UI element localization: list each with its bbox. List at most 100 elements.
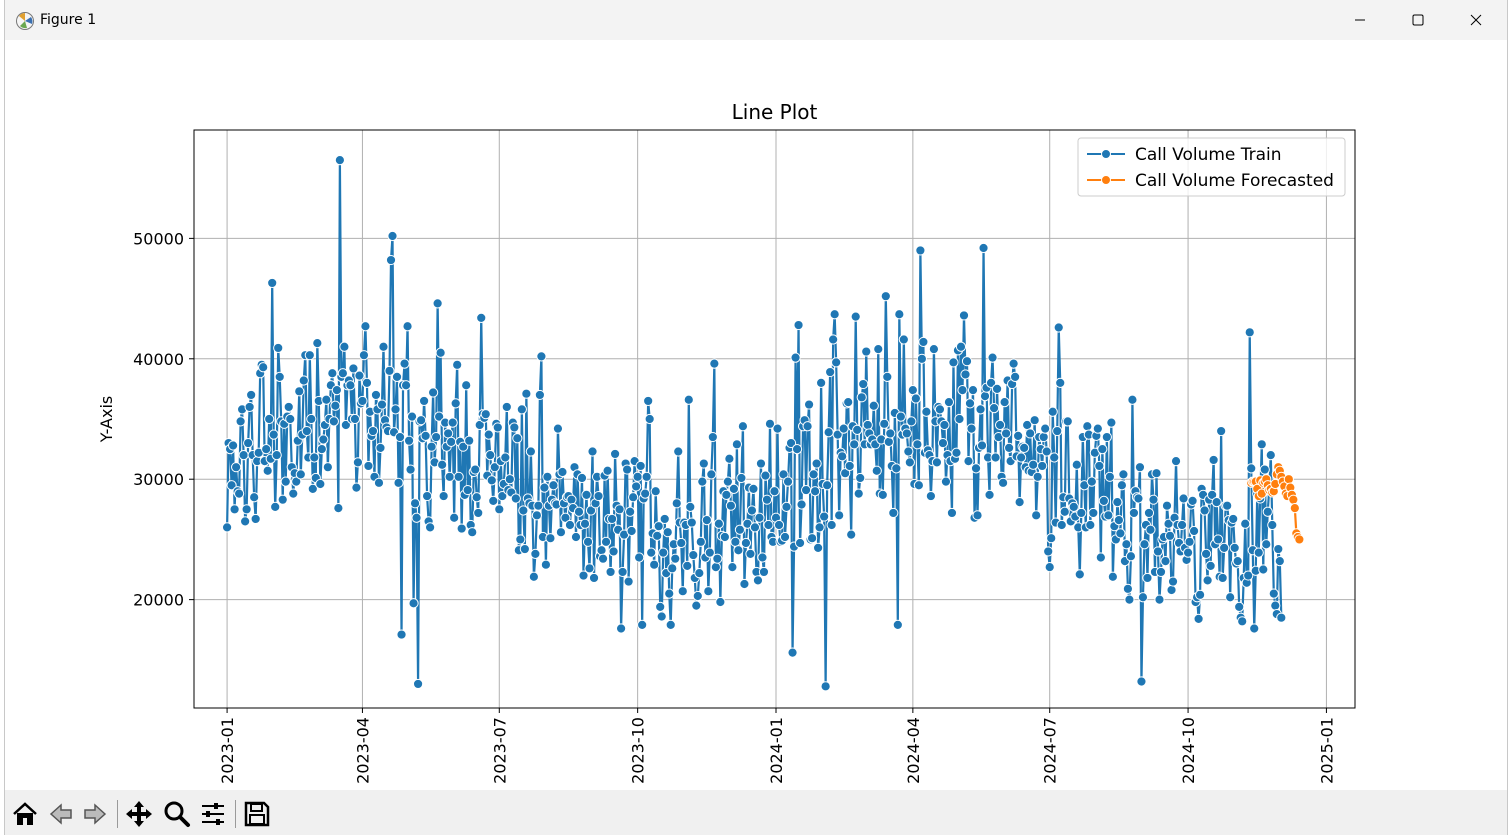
y-tick-label: 50000: [133, 229, 184, 248]
data-point-train: [943, 397, 955, 408]
data-point-train: [497, 490, 508, 502]
data-point-train: [913, 480, 924, 491]
data-point-train: [1270, 600, 1281, 611]
data-point-train: [1195, 589, 1206, 600]
data-point-train: [763, 519, 774, 531]
data-point-train: [1256, 439, 1267, 450]
data-point-train: [964, 398, 976, 409]
data-point-train: [834, 510, 845, 521]
data-point-train: [1041, 446, 1052, 457]
save-button[interactable]: [241, 798, 273, 830]
data-point-train: [500, 452, 511, 463]
data-point-train: [370, 389, 382, 401]
data-point-train: [683, 394, 694, 405]
data-point-train: [706, 469, 717, 480]
title-bar[interactable]: Figure 1: [5, 0, 1507, 40]
data-point-train: [327, 368, 338, 379]
configure-button[interactable]: [197, 798, 229, 830]
x-tick-label: 2023-04: [353, 717, 372, 784]
data-point-train: [994, 419, 1006, 431]
data-point-train: [623, 576, 634, 587]
data-point-train: [280, 476, 291, 487]
data-point-train: [803, 399, 815, 410]
data-point-train: [1044, 562, 1055, 573]
line-plot: 2023-01 2023-04 2023-07 2023-10 2024-01 2024-…: [97, 100, 1356, 784]
data-point-train: [907, 385, 918, 396]
data-point-train: [228, 440, 239, 451]
data-point-train: [1259, 464, 1270, 475]
forward-icon: [84, 803, 107, 825]
maximize-button[interactable]: [1389, 0, 1447, 40]
zoom-button[interactable]: [161, 798, 193, 830]
data-point-train: [1155, 566, 1167, 578]
data-point-train: [828, 334, 839, 345]
data-point-train: [787, 647, 798, 658]
data-point-train: [877, 489, 888, 500]
data-point-train: [609, 448, 621, 460]
minimize-button[interactable]: [1331, 0, 1389, 40]
data-point-train: [1128, 507, 1140, 519]
data-point-train: [858, 378, 869, 390]
data-point-train: [764, 418, 776, 429]
data-point-train: [1229, 542, 1240, 553]
data-point-train: [967, 385, 979, 396]
data-point-train: [698, 458, 709, 469]
data-point-train: [731, 439, 743, 450]
data-point-forecast: [1288, 494, 1299, 505]
data-point-train: [593, 490, 604, 502]
data-point-train: [644, 413, 655, 425]
data-point-train: [670, 553, 681, 564]
data-point-train: [715, 596, 726, 608]
pan-button[interactable]: [123, 798, 155, 830]
data-point-train: [626, 525, 637, 537]
data-point-train: [701, 515, 712, 526]
data-point-train: [521, 388, 532, 399]
data-point-train: [1086, 476, 1097, 487]
data-point-train: [403, 435, 415, 446]
data-point-train: [570, 531, 582, 543]
data-point-train: [901, 428, 912, 439]
data-point-train: [829, 309, 840, 320]
data-point-train: [1152, 546, 1164, 557]
home-button[interactable]: [9, 798, 41, 830]
data-point-train: [1170, 456, 1182, 467]
legend-marker-forecast: [1101, 175, 1111, 185]
data-point-train: [418, 395, 430, 407]
data-point-train: [1103, 510, 1114, 521]
data-point-train: [1201, 548, 1212, 559]
data-point-train: [605, 566, 616, 578]
x-tick-label: 2024-07: [1041, 717, 1060, 784]
data-point-train: [1211, 496, 1222, 508]
data-point-train: [530, 548, 541, 559]
data-point-train: [673, 446, 684, 457]
close-icon: [1470, 14, 1482, 26]
data-point-train: [235, 416, 246, 427]
data-point-train: [1107, 571, 1118, 582]
data-point-train: [757, 552, 768, 563]
legend-marker-train: [1101, 149, 1111, 159]
data-point-train: [1237, 616, 1248, 627]
data-point-train: [361, 377, 373, 388]
data-point-train: [1208, 454, 1219, 466]
data-point-train: [564, 519, 576, 531]
data-point-train: [354, 370, 365, 381]
data-point-train: [1104, 471, 1115, 482]
back-button[interactable]: [45, 798, 77, 830]
close-button[interactable]: [1447, 0, 1505, 40]
data-point-train: [409, 498, 421, 509]
data-point-train: [328, 416, 339, 427]
data-point-train: [1139, 539, 1150, 550]
data-point-train: [391, 371, 403, 382]
data-point-train: [1137, 592, 1149, 603]
data-point-train: [426, 441, 437, 452]
data-point-train: [432, 298, 443, 309]
data-point-train: [1049, 452, 1060, 463]
data-point-train: [1160, 555, 1171, 567]
data-point-train: [685, 501, 696, 512]
data-point-train: [1193, 613, 1204, 624]
data-point-train: [1207, 489, 1218, 500]
data-point-train: [271, 450, 282, 461]
data-point-train: [790, 352, 801, 363]
forward-button[interactable]: [79, 798, 111, 830]
data-point-train: [540, 559, 552, 570]
